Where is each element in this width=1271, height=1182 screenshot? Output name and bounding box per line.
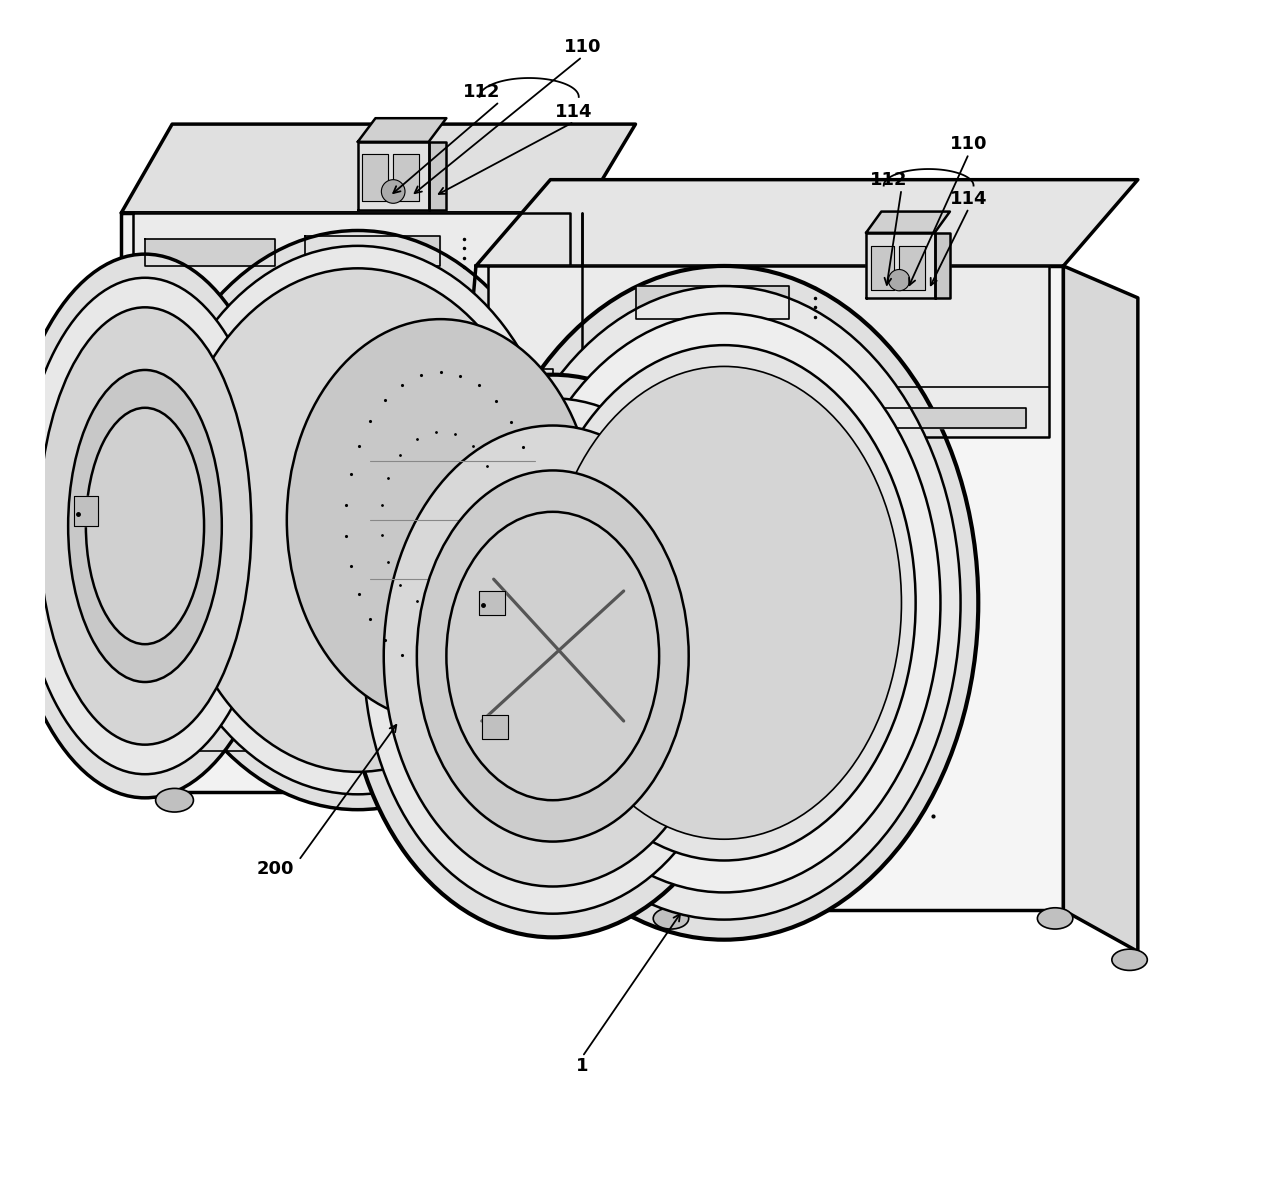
Ellipse shape: [522, 788, 559, 812]
Ellipse shape: [470, 266, 979, 940]
Ellipse shape: [169, 268, 547, 772]
Ellipse shape: [653, 908, 689, 929]
Ellipse shape: [488, 286, 961, 920]
Polygon shape: [506, 408, 1026, 428]
Polygon shape: [482, 715, 508, 739]
Ellipse shape: [38, 307, 252, 745]
Text: 110: 110: [951, 135, 988, 154]
Ellipse shape: [3, 254, 287, 798]
Polygon shape: [636, 286, 789, 319]
Polygon shape: [934, 233, 949, 298]
Polygon shape: [871, 246, 895, 290]
Ellipse shape: [287, 319, 594, 721]
Polygon shape: [866, 212, 949, 233]
Text: 200: 200: [257, 859, 294, 878]
Ellipse shape: [417, 470, 689, 842]
Polygon shape: [479, 591, 506, 615]
Ellipse shape: [508, 313, 941, 892]
Ellipse shape: [1037, 908, 1073, 929]
Polygon shape: [866, 233, 934, 298]
Ellipse shape: [446, 512, 660, 800]
Ellipse shape: [381, 180, 405, 203]
Ellipse shape: [346, 375, 760, 937]
Polygon shape: [121, 213, 582, 792]
Polygon shape: [133, 213, 571, 390]
Polygon shape: [145, 239, 275, 266]
Polygon shape: [475, 266, 1064, 910]
Ellipse shape: [155, 788, 193, 812]
Polygon shape: [151, 691, 299, 751]
Polygon shape: [362, 154, 389, 201]
Ellipse shape: [69, 370, 222, 682]
Polygon shape: [393, 154, 419, 201]
Text: 114: 114: [555, 103, 592, 122]
Polygon shape: [74, 496, 98, 526]
Ellipse shape: [18, 278, 272, 774]
Ellipse shape: [364, 398, 742, 914]
Polygon shape: [305, 236, 441, 266]
Ellipse shape: [533, 345, 915, 860]
Polygon shape: [121, 124, 636, 213]
Polygon shape: [428, 142, 446, 210]
Ellipse shape: [547, 366, 901, 839]
Text: 1: 1: [576, 1057, 588, 1076]
Polygon shape: [475, 180, 1138, 266]
Ellipse shape: [384, 426, 722, 886]
Polygon shape: [357, 118, 446, 142]
Text: 110: 110: [563, 38, 601, 57]
Polygon shape: [488, 266, 1049, 437]
Ellipse shape: [151, 246, 564, 794]
Ellipse shape: [86, 408, 205, 644]
Polygon shape: [899, 246, 925, 290]
Polygon shape: [156, 369, 553, 388]
Text: 114: 114: [951, 189, 988, 208]
Ellipse shape: [139, 230, 577, 810]
Text: 112: 112: [463, 83, 501, 102]
Polygon shape: [1064, 266, 1138, 952]
Polygon shape: [357, 142, 428, 210]
Text: 112: 112: [869, 170, 907, 189]
Ellipse shape: [1112, 949, 1148, 970]
Ellipse shape: [888, 269, 910, 291]
